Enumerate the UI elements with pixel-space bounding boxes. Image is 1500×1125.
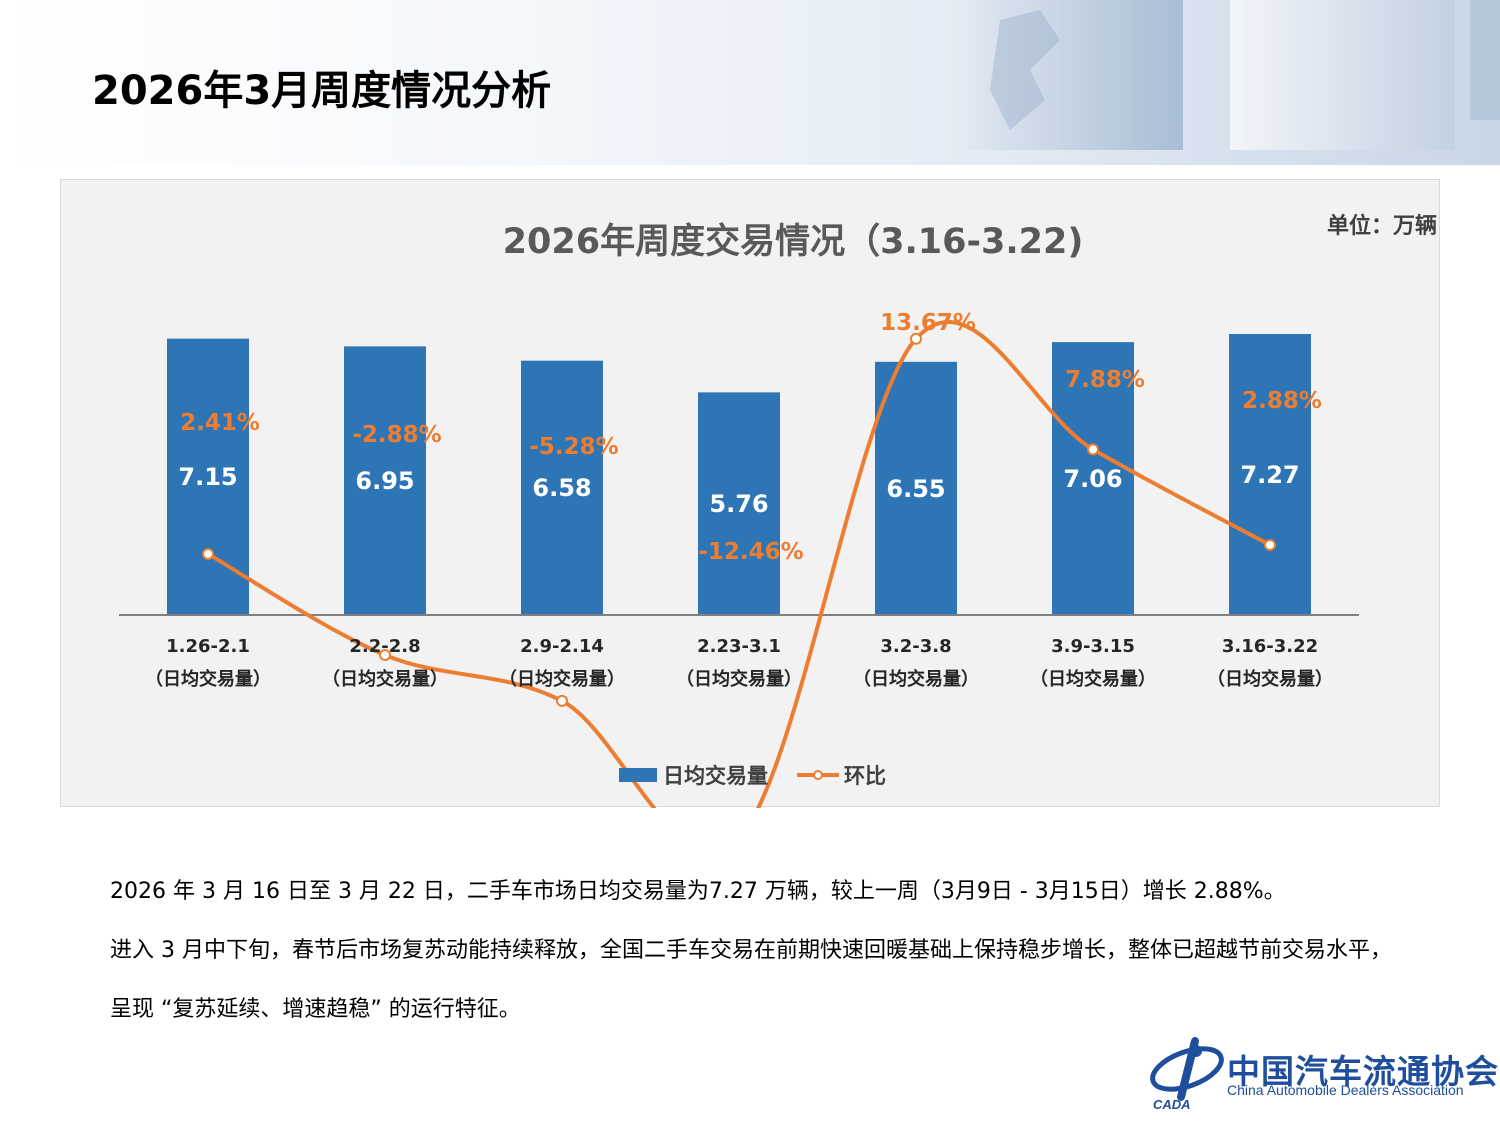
mom-value-label-2: -2.88% bbox=[352, 422, 441, 448]
category-label-7: 3.16-3.22 bbox=[1222, 636, 1318, 657]
mom-point-2 bbox=[379, 649, 391, 662]
mom-point-3 bbox=[556, 694, 568, 707]
mom-point-5 bbox=[910, 332, 922, 345]
category-sublabel-2: （日均交易量） bbox=[322, 668, 448, 690]
legend-bar-swatch bbox=[619, 768, 657, 782]
bar-value-label-4: 5.76 bbox=[709, 490, 768, 518]
bar-7 bbox=[1229, 334, 1311, 615]
category-label-5: 3.2-3.8 bbox=[880, 636, 951, 657]
category-label-3: 2.9-2.14 bbox=[520, 636, 604, 657]
bar-5 bbox=[875, 361, 957, 615]
chart-panel: 2026年周度交易情况（3.16-3.22) 单位：万辆 7.15 6.95 6.5… bbox=[60, 179, 1440, 808]
unit-label: 单位：万辆 bbox=[1327, 213, 1437, 239]
chart-title: 2026年周度交易情况（3.16-3.22) bbox=[503, 221, 1084, 262]
bar-value-label-6: 7.06 bbox=[1063, 465, 1122, 493]
category-sublabel-6: （日均交易量） bbox=[1030, 668, 1156, 690]
bar-value-label-5: 6.55 bbox=[886, 475, 945, 503]
category-label-4: 2.23-3.1 bbox=[697, 636, 781, 657]
mom-point-7 bbox=[1264, 538, 1276, 551]
decorative-cubes bbox=[968, 0, 1500, 150]
category-label-1: 1.26-2.1 bbox=[166, 636, 250, 657]
header-banner: 2026年3月周度情况分析 bbox=[0, 0, 1500, 165]
logo-name-cn: 中国汽车流通协会 bbox=[1227, 1052, 1499, 1091]
weekly-transaction-chart: 2026年周度交易情况（3.16-3.22) 单位：万辆 7.15 6.95 6.5… bbox=[119, 213, 1437, 808]
category-sublabel-7: （日均交易量） bbox=[1207, 668, 1333, 690]
category-sublabel-1: （日均交易量） bbox=[145, 668, 271, 690]
legend-line-label: 环比 bbox=[844, 764, 886, 788]
category-sublabel-5: （日均交易量） bbox=[853, 668, 979, 690]
page-title: 2026年3月周度情况分析 bbox=[92, 68, 552, 114]
cada-logo: CADA 中国汽车流通协会 China Automobile Dealers A… bbox=[1143, 1035, 1498, 1115]
paragraph-1: 2026 年 3 月 16 日至 3 月 22 日，二手车市场日均交易量为7.2… bbox=[110, 879, 1286, 904]
mom-value-label-1: 2.41% bbox=[180, 410, 260, 436]
bar-value-label-2: 6.95 bbox=[355, 467, 414, 495]
category-labels: 1.26-2.1 （日均交易量） 2.2-2.8 （日均交易量） 2.9-2.14 （日均… bbox=[145, 636, 1333, 690]
mom-value-label-5: 13.67% bbox=[880, 310, 976, 336]
paragraph-2: 进入 3 月中下旬，春节后市场复苏动能持续释放，全国二手车交易在前期快速回暖基础… bbox=[110, 938, 1392, 1022]
body-text: 2026 年 3 月 16 日至 3 月 22 日，二手车市场日均交易量为7.2… bbox=[110, 862, 1410, 1039]
mom-value-label-6: 7.88% bbox=[1065, 367, 1145, 393]
bar-value-label-7: 7.27 bbox=[1240, 461, 1299, 489]
mom-series-line bbox=[206, 320, 1272, 808]
category-sublabel-4: （日均交易量） bbox=[676, 668, 802, 690]
bar-6 bbox=[1052, 342, 1134, 615]
bar-value-label-1: 7.15 bbox=[178, 463, 237, 491]
bar-value-labels: 7.15 6.95 6.58 5.76 6.55 7.06 7.27 bbox=[178, 461, 1299, 518]
cada-logo-mark-text: CADA bbox=[1153, 1097, 1191, 1112]
bar-value-label-3: 6.58 bbox=[532, 474, 591, 502]
legend-bar-label: 日均交易量 bbox=[663, 764, 768, 788]
mom-value-label-7: 2.88% bbox=[1242, 388, 1322, 414]
category-label-6: 3.9-3.15 bbox=[1051, 636, 1135, 657]
mom-value-label-4: -12.46% bbox=[698, 539, 803, 565]
mom-value-labels: 2.41% -2.88% -5.28% -12.46% 13.67% 7.88% 2.88% bbox=[180, 310, 1322, 565]
bar-4 bbox=[698, 392, 780, 615]
category-label-2: 2.2-2.8 bbox=[349, 636, 420, 657]
legend-line-marker bbox=[813, 770, 823, 780]
bar-2 bbox=[344, 346, 426, 615]
legend: 日均交易量 环比 bbox=[619, 764, 886, 788]
cada-logo-mark: CADA bbox=[1150, 1037, 1224, 1112]
mom-value-label-3: -5.28% bbox=[529, 434, 618, 460]
logo-name-en: China Automobile Dealers Association bbox=[1227, 1082, 1464, 1098]
mom-series-points bbox=[202, 332, 1276, 707]
category-sublabel-3: （日均交易量） bbox=[499, 668, 625, 690]
mom-point-6 bbox=[1087, 443, 1099, 456]
mom-point-1 bbox=[202, 547, 214, 560]
bar-3 bbox=[521, 360, 603, 615]
